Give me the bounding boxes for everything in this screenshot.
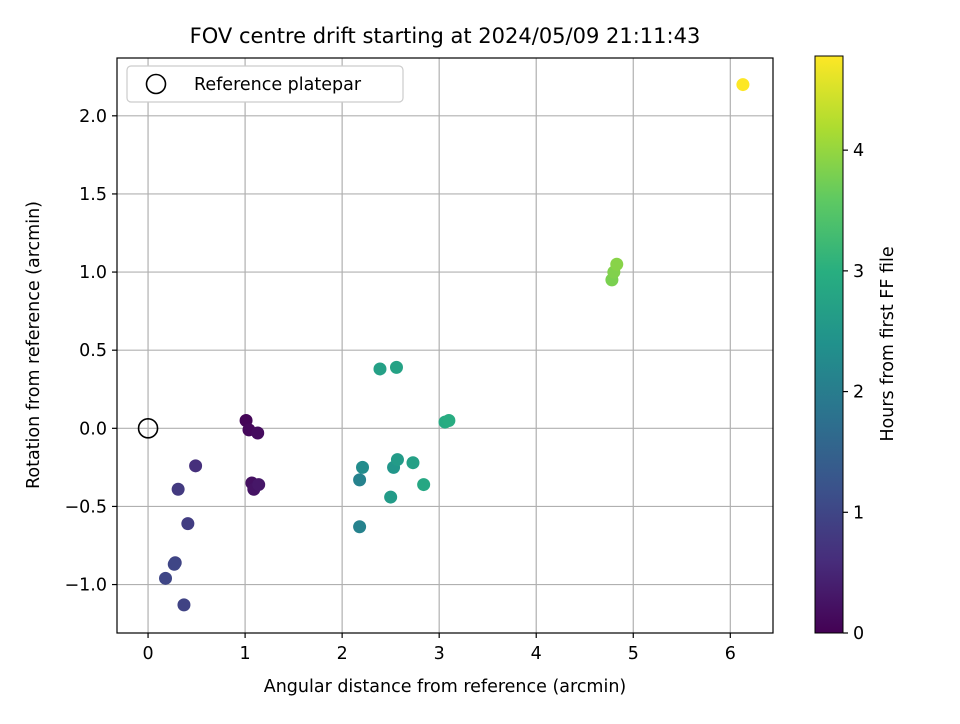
colorbar-tick-label: 4 xyxy=(853,141,864,161)
data-point xyxy=(736,78,750,92)
colorbar-tick-label: 3 xyxy=(853,262,864,282)
y-tick-label: −1.0 xyxy=(65,576,108,596)
data-point xyxy=(159,571,173,585)
data-point xyxy=(177,598,191,612)
colorbar-tick-label: 0 xyxy=(853,624,864,644)
data-point xyxy=(251,426,265,440)
grid-lines xyxy=(117,58,773,633)
x-axis-label: Angular distance from reference (arcmin) xyxy=(264,677,627,697)
x-tick-label: 5 xyxy=(628,644,639,664)
data-point xyxy=(610,257,624,271)
y-axis-label: Rotation from reference (arcmin) xyxy=(24,201,44,489)
colorbar-label: Hours from first FF file xyxy=(878,246,898,441)
x-tick-label: 3 xyxy=(434,644,445,664)
y-axis-ticks: −1.0 −0.5 0.0 0.5 1.0 1.5 2.0 xyxy=(65,107,117,596)
x-tick-label: 4 xyxy=(531,644,542,664)
legend-marker xyxy=(145,73,167,95)
x-axis-ticks: 0 1 2 3 4 5 6 xyxy=(142,633,736,664)
data-point xyxy=(353,473,367,487)
data-points xyxy=(159,78,750,612)
data-point xyxy=(389,360,403,374)
y-tick-label: 1.0 xyxy=(79,263,107,283)
chart-title: FOV centre drift starting at 2024/05/09 … xyxy=(190,24,701,48)
data-point xyxy=(252,478,266,492)
y-tick-label: 0.5 xyxy=(79,341,107,361)
x-tick-label: 1 xyxy=(240,644,251,664)
legend-box xyxy=(126,65,404,103)
y-tick-label: 0.0 xyxy=(79,419,107,439)
legend-label: Reference platepar xyxy=(194,75,362,95)
data-point xyxy=(189,459,203,473)
data-point xyxy=(384,490,398,504)
colorbar xyxy=(814,55,844,634)
x-tick-label: 6 xyxy=(725,644,736,664)
reference-point-marker xyxy=(137,418,159,439)
data-point xyxy=(417,478,431,492)
colorbar-ticks: 0 1 2 3 4 xyxy=(843,141,864,644)
data-point xyxy=(167,557,181,571)
plot-frame xyxy=(116,57,774,634)
colorbar-tick-label: 2 xyxy=(853,383,864,403)
data-point xyxy=(181,517,195,531)
data-point xyxy=(373,362,387,376)
legend: Reference platepar xyxy=(126,65,404,103)
y-tick-label: 2.0 xyxy=(79,107,107,127)
y-tick-label: 1.5 xyxy=(79,185,107,205)
x-tick-label: 0 xyxy=(142,644,153,664)
data-point xyxy=(171,482,185,496)
data-point xyxy=(356,460,370,474)
data-point xyxy=(390,453,404,467)
data-point xyxy=(442,414,456,427)
data-point xyxy=(353,520,367,534)
data-point xyxy=(406,456,420,470)
colorbar-tick-label: 1 xyxy=(853,503,864,523)
x-tick-label: 2 xyxy=(337,644,348,664)
y-tick-label: −0.5 xyxy=(65,497,108,517)
